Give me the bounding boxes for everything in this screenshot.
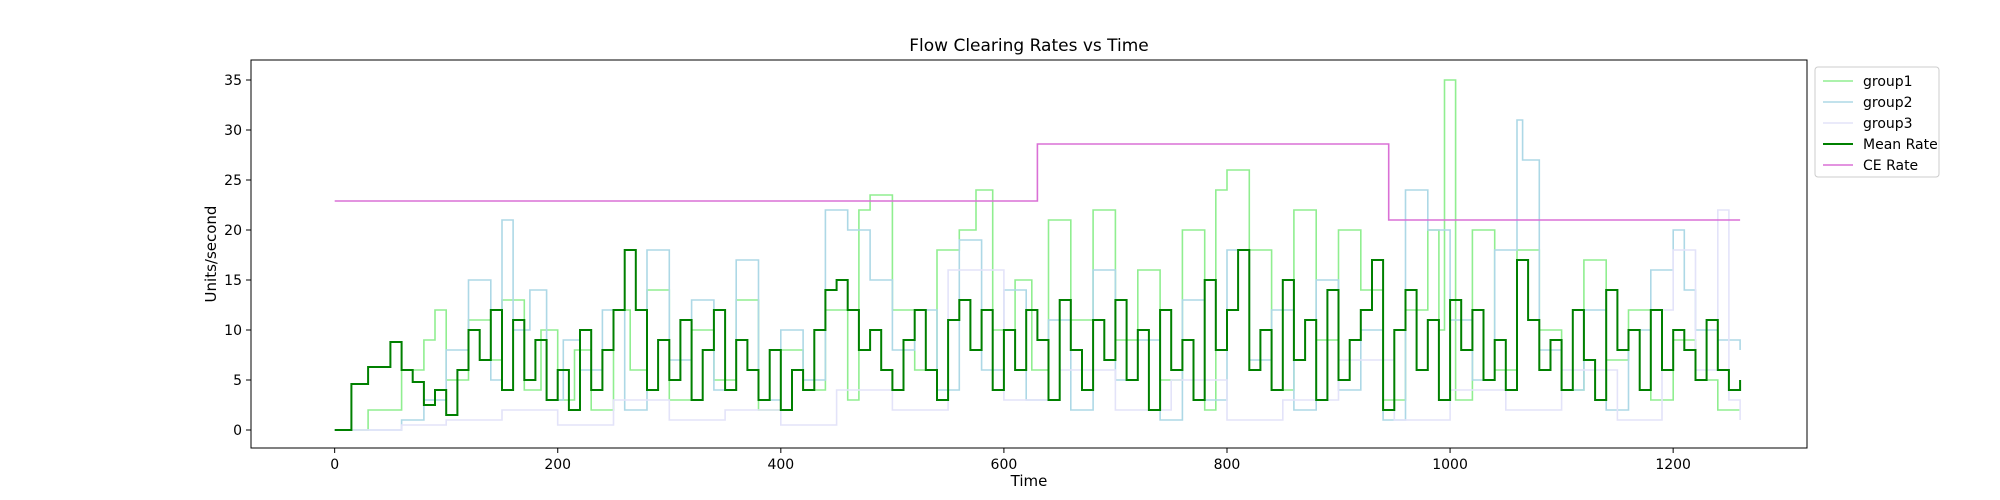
plot-frame xyxy=(250,59,1808,449)
legend-label-group2: group2 xyxy=(1863,95,1913,111)
y-axis-title: Units/second xyxy=(202,206,220,303)
x-axis-title: Time xyxy=(1010,472,1048,490)
y-axis-ticks: 0 5 10 15 20 25 30 35 xyxy=(224,73,251,439)
legend-label-ce-rate: CE Rate xyxy=(1863,158,1918,174)
series-line-mean-rate xyxy=(334,249,1742,431)
series-line-ce-rate xyxy=(334,143,1741,221)
x-tick-label: 800 xyxy=(1214,457,1241,473)
y-tick-label: 15 xyxy=(224,273,242,289)
x-tick-label: 1200 xyxy=(1655,457,1691,473)
series-layer xyxy=(334,79,1742,431)
legend-label-group1: group1 xyxy=(1863,74,1913,90)
x-tick-label: 600 xyxy=(991,457,1018,473)
x-axis-ticks: 0 200 400 600 800 1000 1200 xyxy=(330,448,1691,473)
y-tick-label: 35 xyxy=(224,73,242,89)
y-tick-label: 25 xyxy=(224,173,242,189)
series-line-group1 xyxy=(334,79,1741,431)
y-tick-label: 30 xyxy=(224,123,242,139)
y-tick-label: 5 xyxy=(233,373,242,389)
series-line-group3 xyxy=(334,209,1741,431)
y-tick-label: 0 xyxy=(233,423,242,439)
y-tick-label: 20 xyxy=(224,223,242,239)
x-tick-label: 1000 xyxy=(1432,457,1468,473)
legend-label-mean-rate: Mean Rate xyxy=(1863,137,1938,153)
y-tick-label: 10 xyxy=(224,323,242,339)
chart-title: Flow Clearing Rates vs Time xyxy=(909,36,1149,56)
legend-label-group3: group3 xyxy=(1863,116,1913,132)
legend: group1 group2 group3 Mean Rate CE Rate xyxy=(1814,66,1940,178)
x-tick-label: 0 xyxy=(330,457,339,473)
legend-box xyxy=(1814,66,1940,178)
x-tick-label: 200 xyxy=(544,457,571,473)
x-tick-label: 400 xyxy=(767,457,794,473)
